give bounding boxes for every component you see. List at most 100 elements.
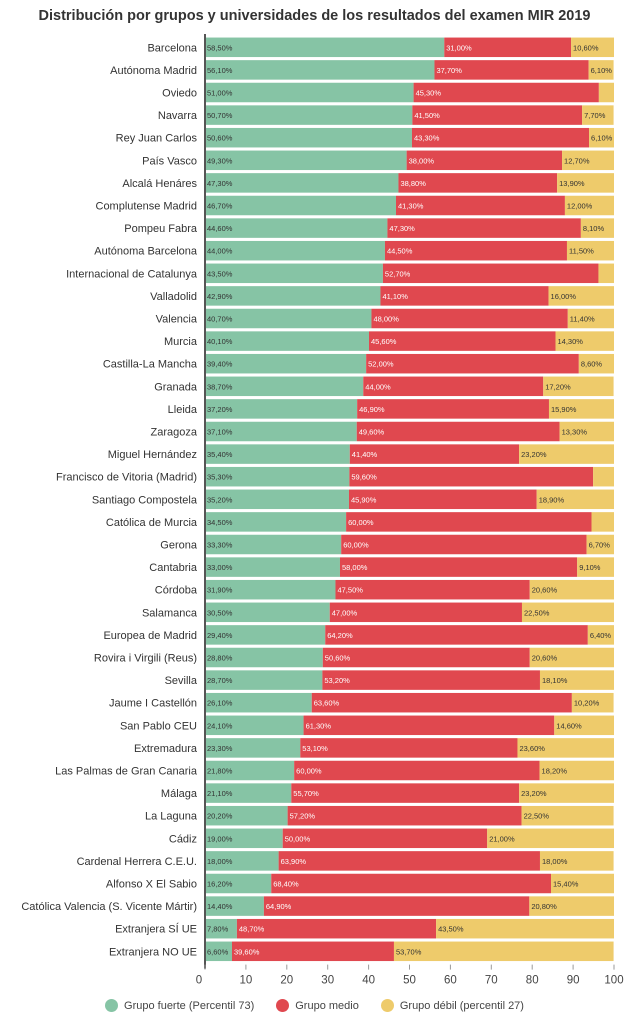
- bar-segment-strong[interactable]: [205, 579, 336, 600]
- bar-segment-strong[interactable]: [205, 873, 272, 894]
- bar-segment-medium[interactable]: [366, 353, 579, 374]
- bar-segment-strong[interactable]: [205, 127, 412, 148]
- bar-segment-weak[interactable]: [536, 489, 614, 510]
- bar-segment-strong[interactable]: [205, 805, 288, 826]
- bar-segment-weak[interactable]: [529, 896, 614, 916]
- bar-segment-weak[interactable]: [529, 579, 614, 600]
- bar-segment-medium[interactable]: [384, 240, 567, 261]
- bar-segment-strong[interactable]: [205, 760, 295, 781]
- bar-segment-weak[interactable]: [393, 941, 614, 962]
- bar-segment-weak[interactable]: [555, 331, 614, 351]
- legend-item-strong[interactable]: Grupo fuerte (Percentil 73): [105, 999, 254, 1012]
- bar-segment-medium[interactable]: [263, 896, 530, 916]
- bar-segment-weak[interactable]: [562, 150, 614, 171]
- bar-segment-strong[interactable]: [205, 647, 323, 668]
- bar-segment-weak[interactable]: [571, 692, 614, 713]
- bar-segment-medium[interactable]: [363, 376, 544, 397]
- bar-segment-weak[interactable]: [529, 647, 614, 668]
- bar-segment-medium[interactable]: [282, 828, 488, 849]
- bar-segment-weak[interactable]: [539, 851, 614, 871]
- bar-segment-strong[interactable]: [205, 828, 283, 849]
- bar-segment-strong[interactable]: [205, 489, 349, 510]
- bar-segment-weak[interactable]: [598, 263, 614, 284]
- bar-segment-medium[interactable]: [300, 738, 518, 758]
- bar-segment-weak[interactable]: [548, 399, 614, 419]
- bar-segment-strong[interactable]: [205, 512, 347, 532]
- bar-segment-weak[interactable]: [548, 286, 614, 306]
- bar-segment-medium[interactable]: [434, 60, 589, 80]
- bar-segment-medium[interactable]: [356, 421, 560, 442]
- bar-segment-strong[interactable]: [205, 896, 264, 916]
- bar-segment-medium[interactable]: [341, 534, 587, 555]
- bar-segment-medium[interactable]: [322, 670, 540, 690]
- bar-segment-medium[interactable]: [322, 647, 530, 668]
- bar-segment-strong[interactable]: [205, 150, 407, 171]
- bar-segment-medium[interactable]: [349, 444, 520, 464]
- bar-segment-medium[interactable]: [406, 150, 563, 171]
- bar-segment-strong[interactable]: [205, 353, 367, 374]
- bar-segment-strong[interactable]: [205, 308, 372, 329]
- bar-segment-strong[interactable]: [205, 286, 381, 306]
- legend-item-weak[interactable]: Grupo débil (percentil 27): [380, 999, 524, 1012]
- bar-segment-weak[interactable]: [598, 82, 614, 103]
- bar-segment-weak[interactable]: [519, 444, 614, 464]
- bar-segment-strong[interactable]: [205, 399, 358, 419]
- bar-segment-strong[interactable]: [205, 376, 364, 397]
- bar-segment-medium[interactable]: [271, 873, 552, 894]
- bar-segment-strong[interactable]: [205, 602, 330, 623]
- bar-segment-strong[interactable]: [205, 263, 383, 284]
- bar-segment-strong[interactable]: [205, 218, 388, 238]
- bar-segment-weak[interactable]: [589, 127, 614, 148]
- bar-segment-weak[interactable]: [521, 602, 614, 623]
- bar-segment-strong[interactable]: [205, 37, 445, 58]
- bar-segment-weak[interactable]: [551, 873, 614, 894]
- bar-segment-strong[interactable]: [205, 941, 232, 962]
- bar-segment-medium[interactable]: [346, 512, 592, 532]
- bar-segment-medium[interactable]: [387, 218, 581, 238]
- bar-segment-strong[interactable]: [205, 105, 413, 125]
- bar-segment-strong[interactable]: [205, 557, 340, 577]
- bar-segment-medium[interactable]: [444, 37, 572, 58]
- bar-segment-medium[interactable]: [349, 466, 594, 487]
- legend-item-medium[interactable]: Grupo medio: [276, 999, 359, 1012]
- bar-segment-weak[interactable]: [539, 670, 614, 690]
- bar-segment-medium[interactable]: [287, 805, 522, 826]
- bar-segment-strong[interactable]: [205, 444, 350, 464]
- bar-segment-medium[interactable]: [325, 625, 588, 645]
- bar-segment-weak[interactable]: [564, 195, 614, 216]
- bar-segment-weak[interactable]: [577, 557, 614, 577]
- bar-segment-medium[interactable]: [369, 331, 556, 351]
- bar-segment-strong[interactable]: [205, 82, 414, 103]
- bar-segment-weak[interactable]: [539, 760, 614, 781]
- bar-segment-weak[interactable]: [587, 625, 614, 645]
- bar-segment-strong[interactable]: [205, 173, 399, 193]
- bar-segment-weak[interactable]: [566, 240, 614, 261]
- bar-segment-weak[interactable]: [519, 783, 614, 803]
- bar-segment-medium[interactable]: [380, 286, 549, 306]
- bar-segment-medium[interactable]: [411, 127, 590, 148]
- bar-segment-weak[interactable]: [578, 353, 614, 374]
- bar-segment-strong[interactable]: [205, 466, 350, 487]
- bar-segment-medium[interactable]: [335, 579, 530, 600]
- bar-segment-medium[interactable]: [278, 851, 540, 871]
- bar-segment-weak[interactable]: [586, 534, 614, 555]
- bar-segment-strong[interactable]: [205, 783, 292, 803]
- bar-segment-strong[interactable]: [205, 625, 326, 645]
- bar-segment-medium[interactable]: [329, 602, 522, 623]
- bar-segment-weak[interactable]: [580, 218, 614, 238]
- bar-segment-strong[interactable]: [205, 240, 385, 261]
- bar-segment-weak[interactable]: [521, 805, 614, 826]
- bar-segment-weak[interactable]: [487, 828, 614, 849]
- bar-segment-weak[interactable]: [567, 308, 614, 329]
- bar-segment-medium[interactable]: [398, 173, 558, 193]
- bar-segment-medium[interactable]: [339, 557, 578, 577]
- bar-segment-strong[interactable]: [205, 534, 342, 555]
- bar-segment-strong[interactable]: [205, 851, 279, 871]
- bar-segment-medium[interactable]: [303, 715, 555, 736]
- bar-segment-strong[interactable]: [205, 918, 237, 939]
- bar-segment-weak[interactable]: [582, 105, 614, 125]
- bar-segment-medium[interactable]: [311, 692, 572, 713]
- bar-segment-strong[interactable]: [205, 738, 301, 758]
- bar-segment-strong[interactable]: [205, 715, 304, 736]
- bar-segment-strong[interactable]: [205, 195, 397, 216]
